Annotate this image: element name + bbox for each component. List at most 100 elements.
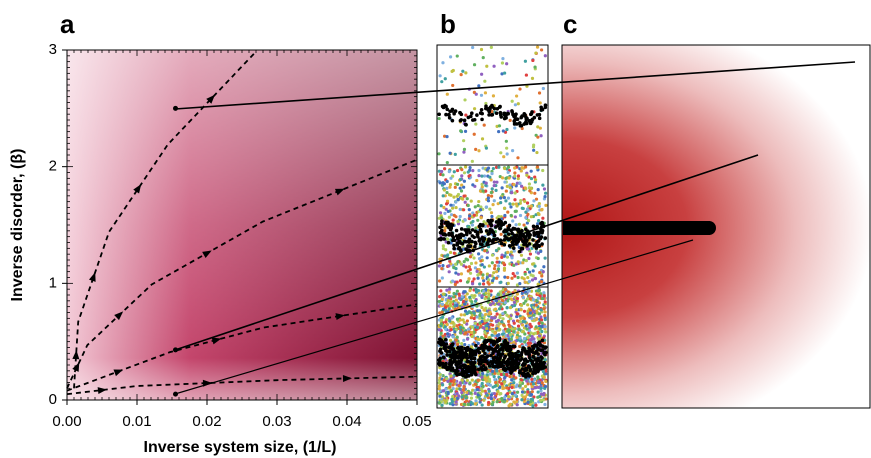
cluster [451,235,456,240]
site [510,276,514,280]
site [536,222,540,226]
cluster [499,223,504,228]
site [496,264,501,268]
cluster [508,244,513,248]
cluster [499,220,503,224]
cluster [543,103,548,108]
site [539,392,544,396]
site [518,344,522,349]
site [493,371,497,375]
cluster [437,112,441,117]
cluster [474,343,478,348]
site [539,280,544,284]
cluster [470,365,474,369]
cluster [446,365,451,370]
site [488,302,493,307]
site [481,384,485,388]
cluster [536,346,540,351]
site [500,382,504,386]
site [513,289,517,293]
cluster [516,239,521,244]
site [445,160,449,165]
cluster [532,225,536,229]
site [456,272,461,276]
cluster [459,249,463,253]
site [537,288,542,292]
site [457,394,461,398]
site [480,319,484,324]
site [457,296,462,300]
site [515,181,519,185]
site [497,214,501,219]
site [437,116,441,121]
site [536,256,540,261]
site [489,211,494,215]
cluster [543,350,547,355]
site [460,168,464,172]
cluster [523,235,528,239]
site [455,289,459,293]
site [504,189,508,193]
site [465,399,469,403]
cluster [455,243,460,247]
cluster [470,348,474,353]
site [505,146,509,150]
cluster [489,113,494,117]
cluster [464,123,468,127]
site [495,180,499,184]
site [468,255,473,259]
site [499,293,503,297]
cluster [490,339,494,343]
cluster [442,365,447,369]
cluster [536,234,540,239]
site [518,213,523,218]
cluster [450,347,455,351]
arrowhead [133,184,142,194]
site [447,270,451,274]
site [482,220,486,224]
site [458,214,462,219]
cluster [489,353,493,358]
site [493,334,497,338]
site [462,171,467,175]
cluster [453,360,458,364]
site [492,375,496,379]
cluster [520,367,525,371]
site [485,393,489,397]
cluster [513,114,517,118]
site [499,280,503,284]
site [508,262,512,266]
site [459,189,464,193]
site [460,378,464,382]
site [443,167,447,171]
site [451,335,456,339]
site [444,327,448,331]
site [492,199,496,203]
site [483,297,487,301]
site [527,270,532,274]
site [442,205,446,210]
site [455,391,459,396]
site [467,208,471,212]
site [535,299,539,303]
cluster [490,105,495,109]
site [515,390,520,394]
site [505,152,509,156]
site [480,375,484,379]
site [469,311,473,315]
cluster [514,357,519,362]
site [519,308,523,312]
cluster [463,346,467,351]
cluster [534,246,539,250]
site [456,219,460,224]
site [486,382,490,386]
site [480,294,484,298]
site [502,323,506,327]
site [445,301,449,306]
site [475,309,480,313]
site [521,261,525,265]
site [460,174,464,178]
site [514,262,518,266]
site [469,199,473,203]
cluster [528,368,533,373]
